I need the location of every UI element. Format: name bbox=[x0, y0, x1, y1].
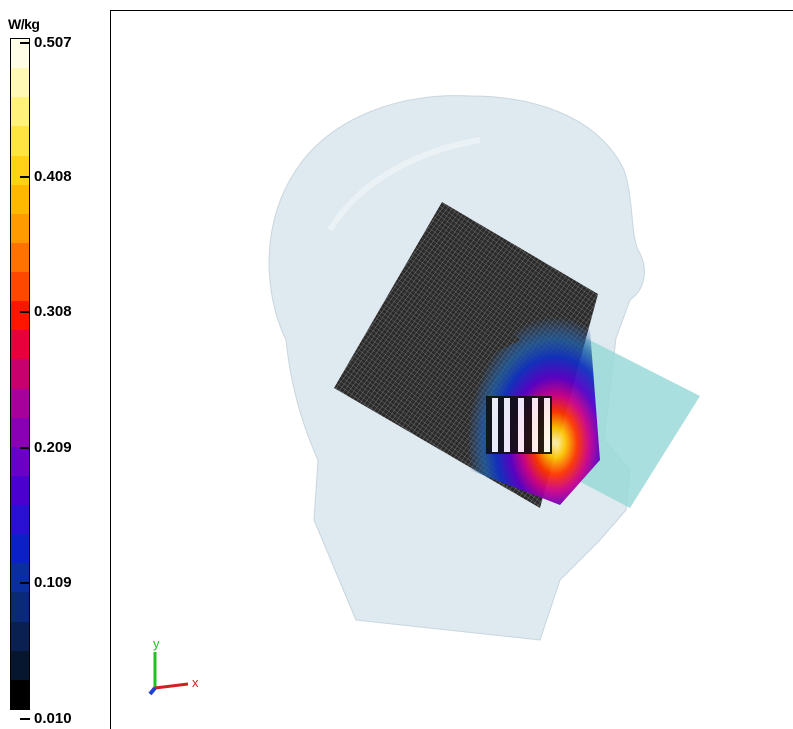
legend-color-segment bbox=[11, 272, 29, 302]
legend-color-segment bbox=[11, 534, 29, 564]
legend-tick-label: 0.209 bbox=[34, 439, 72, 456]
legend-color-segment bbox=[11, 563, 29, 594]
legend-color-segment bbox=[11, 213, 29, 244]
legend-tick-label: 0.010 bbox=[34, 710, 72, 727]
legend-tick-mark bbox=[20, 718, 30, 720]
legend-color-segment bbox=[11, 184, 29, 215]
legend-color-segment bbox=[11, 621, 29, 652]
legend-color-segment bbox=[11, 242, 29, 273]
legend-color-segment bbox=[11, 68, 29, 98]
legend-color-segment bbox=[11, 446, 29, 477]
axis-triad: y x bbox=[148, 636, 199, 696]
legend-tick-mark bbox=[20, 311, 30, 313]
legend-tick-label: 0.109 bbox=[34, 574, 72, 591]
legend-tick-mark bbox=[20, 176, 30, 178]
legend-unit-label: W/kg bbox=[8, 16, 40, 32]
legend-color-segment bbox=[11, 679, 29, 710]
legend-tick-label: 0.507 bbox=[34, 34, 72, 51]
legend-tick-label: 0.408 bbox=[34, 168, 72, 185]
legend-color-segment bbox=[11, 359, 29, 390]
legend-tick-mark bbox=[20, 582, 30, 584]
legend-color-segment bbox=[11, 97, 29, 127]
legend-color-segment bbox=[11, 330, 29, 361]
legend-color-segment bbox=[11, 505, 29, 535]
x-axis-label: x bbox=[192, 675, 199, 690]
3d-viewport[interactable] bbox=[110, 10, 793, 729]
legend-tick-label: 0.308 bbox=[34, 303, 72, 320]
legend-color-segment bbox=[11, 475, 29, 506]
y-axis-label: y bbox=[153, 636, 160, 651]
legend-color-segment bbox=[11, 592, 29, 623]
legend-tick-mark bbox=[20, 447, 30, 449]
legend-tick-mark bbox=[20, 42, 30, 44]
legend-color-segment bbox=[11, 650, 29, 681]
legend-color-segment bbox=[11, 301, 29, 331]
legend-color-segment bbox=[11, 126, 29, 157]
legend-color-segment bbox=[11, 417, 29, 448]
antenna-feature bbox=[486, 396, 552, 454]
legend-color-segment bbox=[11, 39, 29, 69]
legend-color-segment bbox=[11, 388, 29, 419]
